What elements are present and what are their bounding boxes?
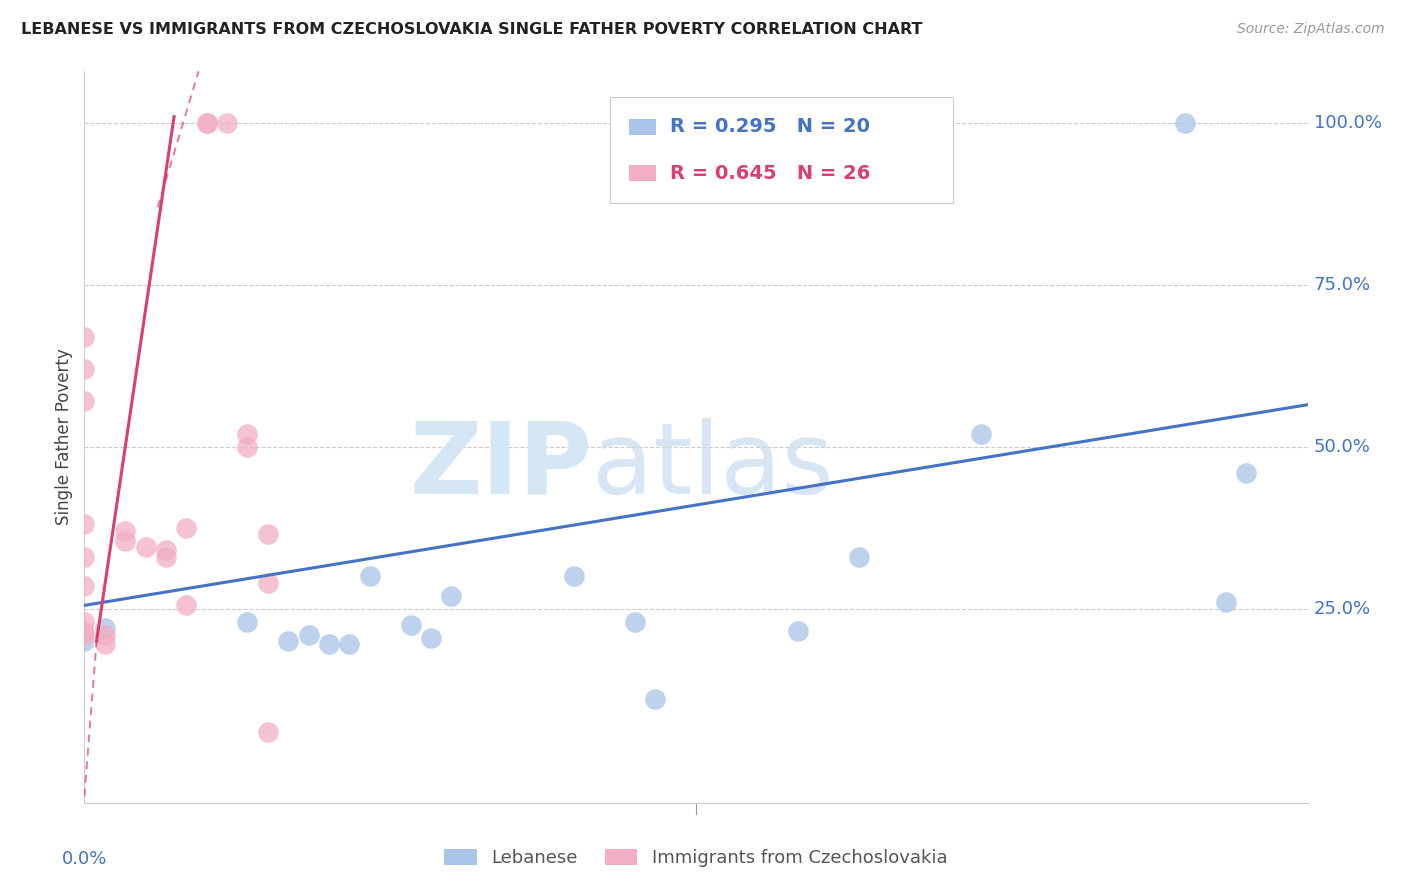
Point	[236, 615, 259, 629]
Point	[114, 533, 136, 548]
Point	[298, 627, 321, 641]
Point	[787, 624, 810, 639]
Point	[73, 615, 96, 629]
FancyBboxPatch shape	[628, 119, 655, 135]
Point	[93, 627, 115, 641]
Point	[73, 517, 96, 532]
Point	[93, 637, 115, 651]
Point	[1215, 595, 1237, 609]
Point	[339, 637, 360, 651]
Point	[970, 426, 993, 441]
Point	[624, 615, 647, 629]
Point	[155, 543, 177, 558]
Point	[318, 637, 340, 651]
Point	[257, 575, 280, 590]
Text: 100.0%: 100.0%	[1313, 114, 1382, 132]
Point	[195, 116, 218, 130]
Point	[73, 394, 96, 409]
Point	[440, 589, 463, 603]
Point	[1174, 116, 1197, 130]
Point	[174, 521, 197, 535]
Point	[236, 440, 259, 454]
Point	[848, 549, 870, 564]
Text: R = 0.645   N = 26: R = 0.645 N = 26	[671, 164, 870, 183]
Point	[277, 634, 299, 648]
Y-axis label: Single Father Poverty: Single Father Poverty	[55, 349, 73, 525]
Text: 50.0%: 50.0%	[1313, 438, 1371, 456]
Text: atlas: atlas	[592, 417, 834, 515]
Point	[114, 524, 136, 538]
Point	[73, 549, 96, 564]
Point	[73, 624, 96, 639]
Text: LEBANESE VS IMMIGRANTS FROM CZECHOSLOVAKIA SINGLE FATHER POVERTY CORRELATION CHA: LEBANESE VS IMMIGRANTS FROM CZECHOSLOVAK…	[21, 22, 922, 37]
Point	[73, 634, 96, 648]
Text: Source: ZipAtlas.com: Source: ZipAtlas.com	[1237, 22, 1385, 37]
Point	[236, 426, 259, 441]
Point	[420, 631, 443, 645]
Point	[1234, 466, 1257, 480]
Point	[155, 549, 177, 564]
Text: ZIP: ZIP	[409, 417, 592, 515]
Point	[257, 724, 280, 739]
Legend: Lebanese, Immigrants from Czechoslovakia: Lebanese, Immigrants from Czechoslovakia	[437, 841, 955, 874]
FancyBboxPatch shape	[628, 165, 655, 181]
Point	[135, 540, 157, 554]
Point	[195, 116, 218, 130]
Point	[73, 330, 96, 344]
FancyBboxPatch shape	[610, 97, 953, 203]
Point	[217, 116, 239, 130]
Point	[73, 627, 96, 641]
Text: 0.0%: 0.0%	[62, 850, 107, 868]
Point	[399, 617, 422, 632]
Point	[73, 362, 96, 376]
Point	[73, 579, 96, 593]
Text: R = 0.295   N = 20: R = 0.295 N = 20	[671, 117, 870, 136]
Text: 75.0%: 75.0%	[1313, 276, 1371, 294]
Point	[359, 569, 381, 583]
Point	[93, 621, 115, 635]
Point	[562, 569, 585, 583]
Point	[257, 527, 280, 541]
Point	[174, 599, 197, 613]
Text: 25.0%: 25.0%	[1313, 599, 1371, 617]
Point	[644, 692, 666, 706]
